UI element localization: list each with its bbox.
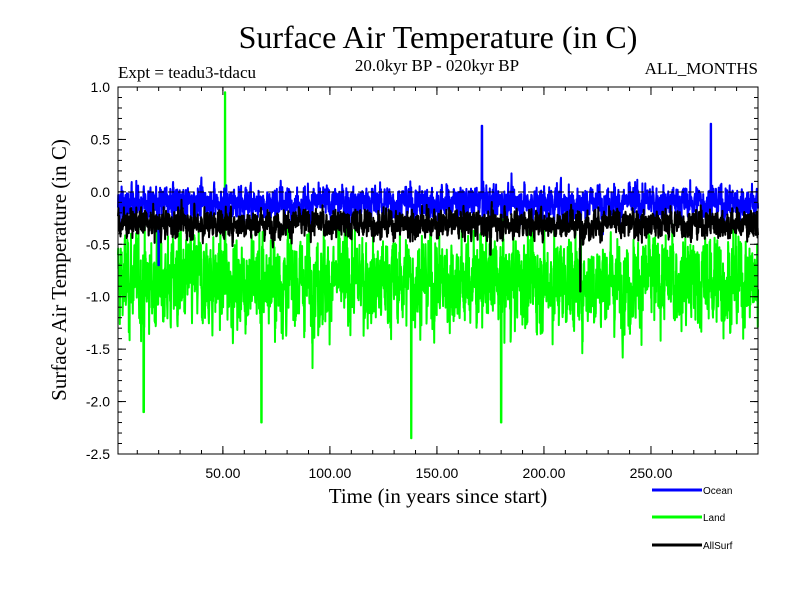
- y-axis-label: Surface Air Temperature (in C): [47, 139, 71, 401]
- experiment-label: Expt = teadu3-tdacu: [118, 63, 256, 82]
- x-tick-label: 250.00: [630, 465, 673, 481]
- y-tick-label: 1.0: [91, 79, 111, 95]
- x-tick-label: 100.00: [308, 465, 351, 481]
- legend-land-label: Land: [703, 513, 725, 524]
- y-tick-label: -1.5: [86, 341, 110, 357]
- y-axis: -2.5 -2.0 -1.5 -1.0 -0.5 0.0 0.5 1.0: [86, 79, 758, 462]
- y-tick-label: -2.5: [86, 446, 110, 462]
- plot-frame: [117, 86, 759, 455]
- months-label: ALL_MONTHS: [645, 59, 758, 78]
- x-tick-label: 50.00: [205, 465, 240, 481]
- x-tick-label: 200.00: [523, 465, 566, 481]
- series-layer: [117, 91, 759, 440]
- series-allsurf-line: [117, 198, 759, 293]
- x-axis-label: Time (in years since start): [329, 484, 548, 508]
- chart-title: Surface Air Temperature (in C): [239, 19, 638, 55]
- series-land-line: [117, 91, 759, 440]
- y-tick-label: -0.5: [86, 236, 110, 252]
- subtitle: 20.0kyr BP - 020kyr BP: [355, 56, 519, 75]
- x-axis: 50.00 100.00 150.00 200.00 250.00: [136, 87, 738, 481]
- series-ocean-line: [117, 122, 759, 267]
- x-tick-label: 150.00: [416, 465, 459, 481]
- legend: Ocean Land AllSurf: [652, 486, 733, 552]
- legend-allsurf-label: AllSurf: [703, 541, 733, 552]
- y-tick-label: -2.0: [86, 394, 110, 410]
- legend-ocean-label: Ocean: [703, 486, 732, 497]
- y-tick-label: -1.0: [86, 289, 110, 305]
- y-tick-label: 0.5: [91, 131, 111, 147]
- y-tick-label: 0.0: [91, 184, 111, 200]
